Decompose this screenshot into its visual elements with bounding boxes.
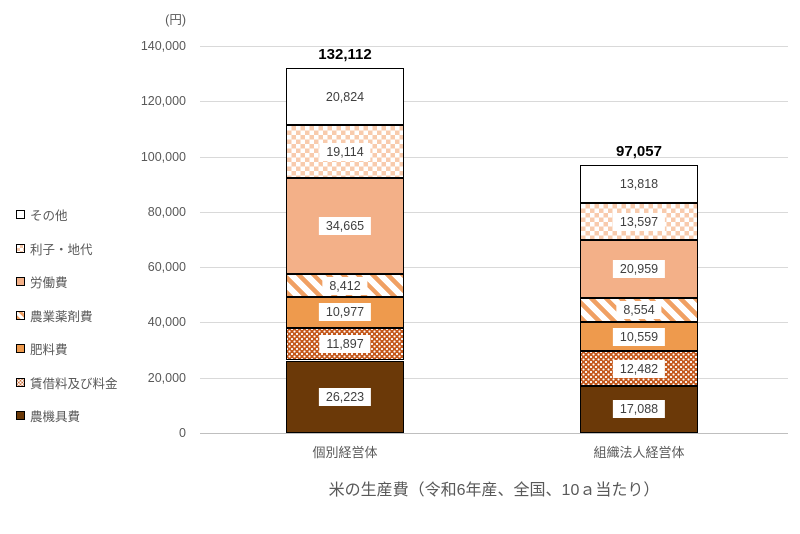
segment-value-label: 11,897: [319, 335, 371, 354]
legend-swatch-icon: [16, 243, 25, 253]
legend-item: 労働費: [16, 272, 118, 291]
x-axis-category-label: 個別経営体: [312, 445, 378, 460]
y-tick-label: 60,000: [147, 260, 186, 275]
legend-item: 賃借料及び料金: [16, 373, 118, 392]
x-axis-line: [200, 433, 788, 434]
segment-value-label: 13,597: [612, 212, 666, 231]
gridline: [200, 156, 788, 158]
legend-item: その他: [16, 205, 118, 224]
bar-segment: 12,482: [580, 351, 698, 386]
bar-segment: 19,114: [286, 125, 404, 179]
legend-item: 農業薬剤費: [16, 306, 118, 325]
legend-item: 肥料費: [16, 339, 118, 358]
legend-item-label: その他: [30, 209, 68, 223]
bar-segment: 11,897: [286, 327, 404, 361]
legend-item-label: 農業薬剤費: [30, 309, 93, 324]
legend-swatch-icon: [16, 277, 25, 286]
bar-segment: 13,818: [580, 164, 698, 203]
legend: その他利子・地代労働費農業薬剤費肥料費賃借料及び料金 農機具費: [16, 205, 118, 425]
gridline: [200, 211, 788, 213]
segment-value-label: 26,223: [318, 387, 372, 406]
bar-segment: 20,959: [580, 240, 698, 299]
legend-item: 利子・地代: [16, 239, 118, 258]
y-tick-label: 80,000: [147, 204, 186, 219]
gridline: [200, 267, 788, 269]
y-tick-label: 20,000: [147, 370, 186, 385]
bar-segment: 17,088: [580, 385, 698, 433]
gridline: [200, 101, 788, 103]
gridline: [200, 46, 788, 47]
legend-swatch-icon: [16, 344, 25, 353]
legend-item: 農機具費: [16, 406, 118, 425]
bar-segment: 8,412: [286, 274, 404, 298]
segment-value-label: 8,554: [616, 301, 662, 320]
segment-value-label: 8,412: [322, 276, 368, 295]
bar-segment: 26,223: [286, 360, 404, 433]
bar-segment: 10,977: [286, 297, 404, 328]
segment-value-label: 17,088: [612, 400, 666, 419]
bar-segment: 10,559: [580, 322, 698, 352]
bar-segment: 13,597: [580, 202, 698, 241]
segment-value-label: 19,114: [319, 142, 371, 161]
bar-segment: 20,824: [286, 67, 404, 126]
segment-value-label: 10,559: [612, 327, 666, 346]
y-tick-label: 140,000: [140, 39, 186, 53]
legend-swatch-icon: [16, 210, 25, 219]
legend-item-label: 賃借料及び料金: [30, 376, 118, 391]
bar-total-label: 97,057: [616, 142, 662, 160]
segment-value-label: 20,959: [612, 260, 666, 279]
y-tick-label: 120,000: [140, 94, 186, 109]
legend-swatch-icon: [16, 377, 25, 387]
segment-value-label: 34,665: [318, 217, 372, 236]
segment-value-label: 10,977: [318, 303, 372, 322]
bar-segment: 34,665: [286, 178, 404, 274]
chart-title: 米の生産費（令和6年産、全国、10ａ当たり）: [328, 482, 660, 499]
bar-total-label: 132,112: [318, 45, 372, 63]
gridline: [200, 377, 788, 379]
segment-value-label: 12,482: [612, 359, 666, 378]
legend-item-label: 利子・地代: [30, 242, 93, 257]
bar-segment: 8,554: [580, 298, 698, 323]
legend-item-label: 農機具費: [30, 410, 81, 424]
legend-item-label: 労働費: [30, 276, 68, 290]
segment-value-label: 13,818: [612, 174, 666, 193]
gridline: [200, 322, 788, 324]
y-tick-label: 0: [179, 426, 186, 440]
legend-swatch-icon: [16, 310, 25, 320]
y-tick-label: 100,000: [140, 149, 186, 164]
stacked-bar-2: 13,818 13,597 20,959 8,554 10,559 12,482 17,08…: [580, 164, 698, 433]
y-axis-unit-label: (円): [165, 13, 186, 27]
segment-value-label: 20,824: [318, 87, 372, 106]
y-tick-label: 40,000: [147, 315, 186, 330]
legend-item-label: 肥料費: [30, 343, 68, 357]
x-axis-category-label: 組織法人経営体: [593, 445, 685, 460]
stacked-bar-1: 20,824 19,114 34,665 8,412 10,977 11,897 26,22…: [286, 67, 404, 433]
legend-swatch-icon: [16, 411, 25, 420]
